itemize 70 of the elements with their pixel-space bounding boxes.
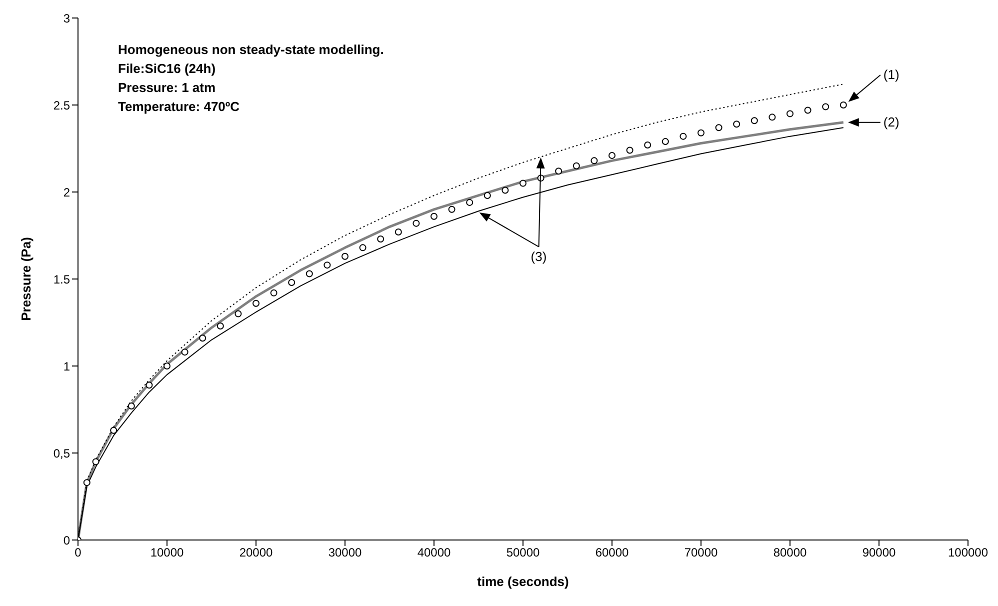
point [572, 162, 580, 170]
y-tick-label: 2 [63, 185, 70, 200]
point [804, 106, 812, 114]
point [342, 252, 348, 260]
y-tick-label: 1 [63, 359, 70, 374]
annotation: Pressure: 1 atm [118, 79, 217, 97]
point [110, 426, 118, 434]
point [555, 168, 562, 175]
point [377, 235, 384, 242]
point [484, 192, 491, 199]
point [234, 310, 242, 318]
point [626, 146, 634, 154]
x-tick-label: 90000 [862, 546, 896, 560]
point [83, 479, 90, 486]
point [502, 186, 509, 194]
point [466, 198, 474, 206]
point [252, 300, 260, 307]
point [199, 334, 206, 342]
x-tick-label: 10000 [150, 546, 184, 560]
point [590, 157, 598, 164]
point [288, 278, 296, 286]
point [750, 117, 758, 124]
y-tick-label: 3 [63, 11, 70, 26]
point [520, 180, 526, 187]
x-tick-label: 0 [74, 546, 82, 560]
point [394, 228, 402, 236]
x-tick-label: 100000 [948, 546, 988, 560]
x-tick-label: 30000 [328, 546, 362, 560]
annotation: (3) [530, 248, 547, 264]
point [306, 270, 313, 278]
point [359, 244, 366, 252]
point [412, 220, 420, 227]
x-tick-label: 60000 [595, 546, 630, 560]
annotation: (2) [883, 114, 900, 130]
annotation: File:SiC16 (24h) [118, 60, 217, 78]
annotation: Temperature: 470ºC [118, 98, 241, 116]
x-tick-label: 70000 [684, 546, 718, 560]
annotation: (1) [883, 67, 900, 82]
x-tick-label: 40000 [417, 546, 452, 560]
y-tick-label: 0 [63, 533, 70, 548]
point [181, 348, 188, 356]
point [786, 110, 794, 118]
point [840, 102, 847, 108]
point [608, 152, 616, 159]
point [662, 138, 669, 146]
point [680, 132, 687, 140]
point [270, 289, 278, 296]
x-tick-label: 50000 [506, 546, 540, 560]
point [324, 262, 331, 269]
point [164, 362, 170, 370]
point [822, 103, 830, 110]
y-axis-title: Pressure (Pa) [18, 237, 34, 321]
y-tick-label: 1.5 [53, 272, 70, 286]
point [430, 212, 438, 220]
annotation: Homogeneous non steady-state modelling. [118, 41, 384, 59]
point [92, 458, 100, 466]
point [698, 129, 704, 136]
x-tick-label: 20000 [239, 546, 274, 560]
point [768, 114, 776, 121]
point [448, 206, 456, 213]
point [715, 124, 722, 132]
x-tick-label: 80000 [773, 546, 808, 560]
point [146, 382, 153, 389]
x-axis-title: time (seconds) [477, 574, 569, 589]
point [128, 402, 135, 410]
y-tick-label: 2.5 [53, 98, 70, 112]
point [644, 142, 652, 149]
point [216, 322, 224, 330]
point [733, 120, 740, 128]
y-tick-label: 0,5 [53, 446, 70, 460]
